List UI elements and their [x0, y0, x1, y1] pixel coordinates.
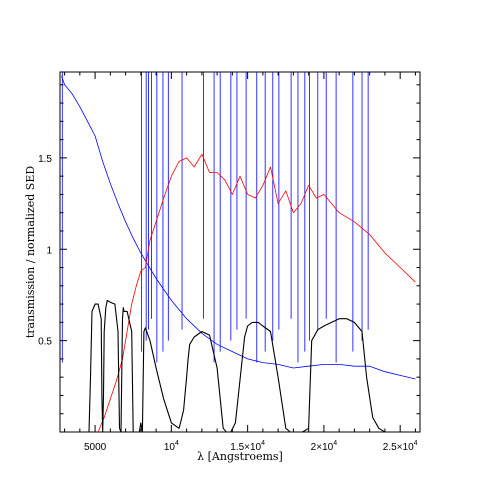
x-tick-label: 2.5×104 [383, 440, 418, 453]
series-line-blue [61, 75, 416, 380]
tick-labels: 5000 104 1.5×104 2×104 2.5×104 0.5 1 1.5 [38, 154, 418, 453]
x-tick-exponent: 4 [261, 440, 265, 447]
axis-ticks [60, 72, 420, 432]
x-tick-label: 5000 [84, 442, 107, 453]
x-tick-exponent: 4 [333, 440, 337, 447]
y-axis-title: transmission / normalized SED [24, 166, 37, 339]
y-tick-label: 1.5 [38, 154, 52, 165]
series-layer [61, 72, 416, 432]
series-line-red [97, 153, 416, 432]
x-axis-title: λ [Angstroems] [197, 450, 283, 463]
x-tick-exponent: 4 [175, 440, 179, 447]
x-tick-label: 1.5×104 [230, 440, 265, 453]
x-tick-label: 104 [164, 440, 179, 453]
y-tick-label: 0.5 [38, 337, 52, 348]
x-tick-label: 2×104 [311, 440, 338, 453]
plot-frame [59, 71, 421, 433]
series-line-black [88, 299, 395, 432]
x-tick-exponent: 4 [414, 440, 418, 447]
y-tick-label: 1 [46, 245, 52, 256]
